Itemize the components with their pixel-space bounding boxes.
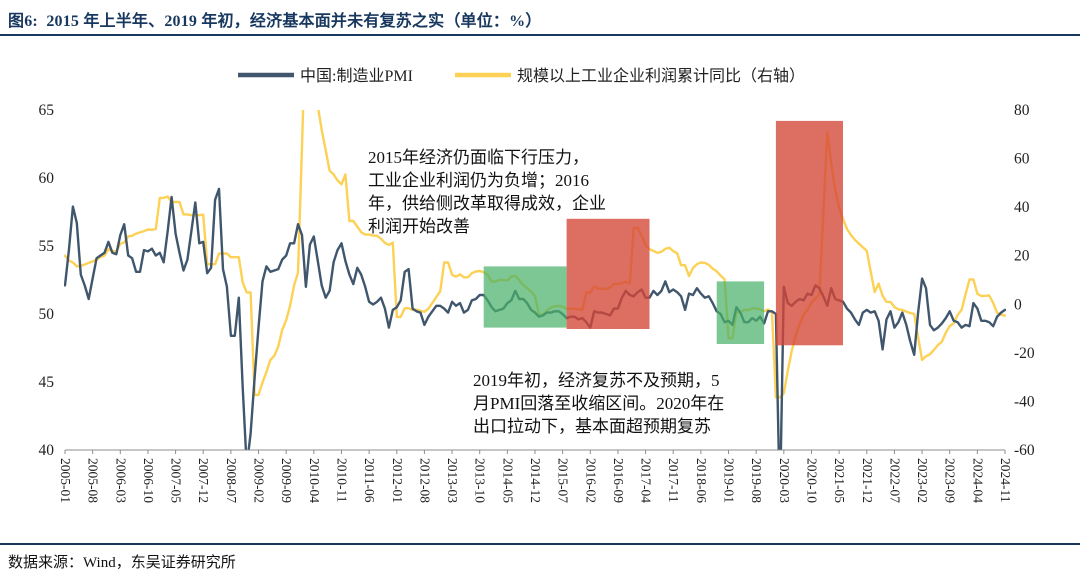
x-tick-label: 2023-02 <box>915 458 930 503</box>
right-axis-label: -20 <box>1014 345 1035 362</box>
left-axis-label: 65 <box>39 102 55 119</box>
left-axis-label: 50 <box>39 306 55 323</box>
right-axis-label: -60 <box>1014 442 1035 459</box>
annotation-1: 2015年经济仍面临下行压力，工业企业利润仍为负增；2016 年，供给侧改革取得成… <box>368 148 606 236</box>
x-tick-label: 2009-02 <box>252 458 267 503</box>
x-tick-label: 2020-10 <box>804 458 819 503</box>
x-tick-label: 2008-07 <box>224 458 239 503</box>
x-tick-label: 2014-05 <box>500 458 515 503</box>
left-axis-label: 55 <box>39 238 55 255</box>
left-axis-label: 45 <box>39 374 55 391</box>
right-axis-label: 80 <box>1014 102 1030 119</box>
legend-label-1: 中国:制造业PMI <box>300 67 413 85</box>
x-tick-label: 2020-03 <box>777 458 792 503</box>
x-tick-label: 2018-06 <box>694 458 709 503</box>
x-tick-label: 2016-02 <box>583 458 598 503</box>
data-source: 数据来源：Wind，东吴证券研究所 <box>8 555 236 571</box>
x-tick-label: 2005-08 <box>86 458 101 503</box>
left-axis-label: 40 <box>39 442 55 459</box>
title-divider <box>0 34 1080 36</box>
right-axis-label: 0 <box>1014 296 1022 313</box>
x-tick-label: 2021-12 <box>860 458 875 503</box>
green-highlight-box <box>716 281 765 344</box>
red-highlight-box <box>775 120 843 346</box>
legend-label-2: 规模以上工业企业利润累计同比（右轴） <box>517 67 805 85</box>
green-highlight-box <box>483 266 567 328</box>
footer-divider <box>0 543 1080 545</box>
x-tick-label: 2017-04 <box>639 458 654 503</box>
x-tick-label: 2007-12 <box>196 458 211 503</box>
right-axis-label: 20 <box>1014 248 1030 265</box>
x-tick-label: 2006-10 <box>141 458 156 503</box>
x-tick-label: 2021-05 <box>832 458 847 503</box>
x-tick-label: 2016-09 <box>611 458 626 503</box>
right-axis-label: 60 <box>1014 151 1030 168</box>
x-tick-label: 2023-09 <box>943 458 958 503</box>
x-tick-label: 2006-03 <box>113 458 128 503</box>
left-axis-label: 60 <box>39 170 55 187</box>
right-axis-label: 40 <box>1014 199 1030 216</box>
x-tick-label: 2011-06 <box>362 458 377 503</box>
x-tick-label: 2013-10 <box>473 458 488 503</box>
x-tick-label: 2010-04 <box>307 458 322 503</box>
x-tick-label: 2024-11 <box>998 458 1013 503</box>
x-tick-label: 2017-11 <box>666 458 681 503</box>
x-tick-label: 2012-01 <box>390 458 405 503</box>
x-tick-label: 2012-08 <box>417 458 432 503</box>
x-tick-label: 2024-04 <box>970 458 985 503</box>
red-highlight-box <box>566 218 650 329</box>
x-tick-label: 2009-09 <box>279 458 294 503</box>
x-tick-label: 2015-07 <box>556 458 571 503</box>
x-tick-label: 2022-07 <box>887 458 902 503</box>
x-tick-label: 2007-05 <box>169 458 184 503</box>
right-axis-label: -40 <box>1014 393 1035 410</box>
x-tick-label: 2013-03 <box>445 458 460 503</box>
x-tick-label: 2014-12 <box>528 458 543 503</box>
x-tick-label: 2019-01 <box>722 458 737 503</box>
figure-title: 图6: 2015 年上半年、2019 年初，经济基本面并未有复苏之实（单位：%） <box>8 13 542 30</box>
x-tick-label: 2005-01 <box>58 458 73 503</box>
x-tick-label: 2010-11 <box>334 458 349 503</box>
x-tick-label: 2019-08 <box>749 458 764 503</box>
annotation-2: 2019年初，经济复苏不及预期，5 月PMI回落至收缩区间。2020年在出口拉动下… <box>473 371 724 436</box>
